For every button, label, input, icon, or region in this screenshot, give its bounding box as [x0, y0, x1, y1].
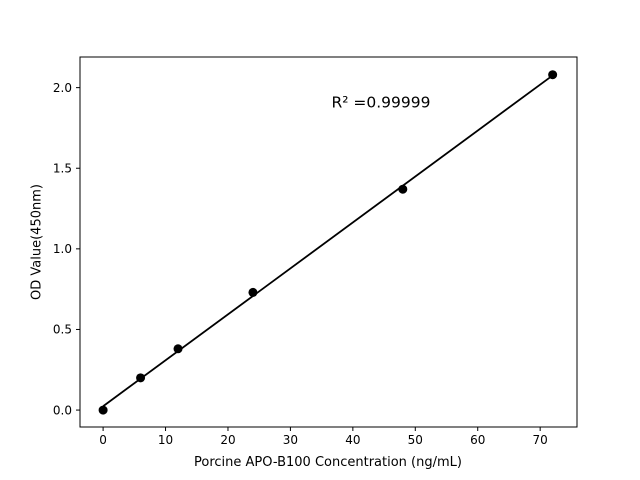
y-tick-label: 0.5 — [53, 323, 72, 337]
y-tick-label: 1.5 — [53, 161, 72, 175]
data-point — [98, 405, 108, 415]
x-tick-label: 60 — [470, 433, 485, 447]
x-tick-label: 40 — [345, 433, 360, 447]
y-axis-label: OD Value(450nm) — [30, 184, 45, 300]
x-axis-label: Porcine APO-B100 Concentration (ng/mL) — [194, 455, 462, 470]
data-point — [173, 344, 183, 354]
data-point — [136, 373, 146, 383]
x-tick-label: 70 — [533, 433, 548, 447]
x-tick-label: 0 — [99, 433, 107, 447]
x-tick-label: 20 — [220, 433, 235, 447]
r-squared-annotation: R² =0.99999 — [331, 94, 430, 112]
data-point — [398, 184, 408, 194]
axis-ticks: 0 10 20 30 40 50 60 70 0.0 0.5 1.0 1.5 2.0 — [53, 81, 548, 447]
y-tick-label: 0.0 — [53, 403, 72, 417]
x-tick-label: 50 — [408, 433, 423, 447]
x-tick-label: 10 — [158, 433, 173, 447]
y-tick-label: 1.0 — [53, 242, 72, 256]
data-point — [548, 70, 558, 80]
x-tick-label: 30 — [283, 433, 298, 447]
y-tick-label: 2.0 — [53, 81, 72, 95]
data-point — [248, 287, 258, 297]
data-series — [98, 70, 558, 415]
